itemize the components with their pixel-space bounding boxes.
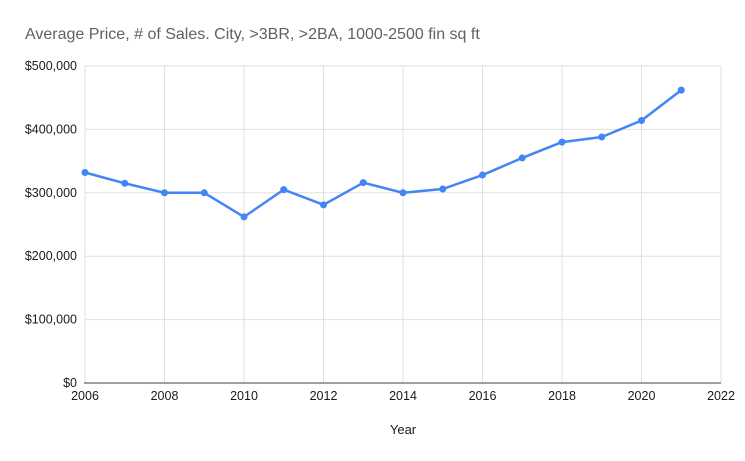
data-point-2009[interactable] <box>200 189 208 197</box>
x-tick-label: 2006 <box>71 389 99 403</box>
x-tick-label: 2018 <box>548 389 576 403</box>
data-point-2021[interactable] <box>677 86 685 94</box>
x-axis-title: Year <box>389 422 417 437</box>
x-tick-label: 2020 <box>628 389 656 403</box>
data-point-2015[interactable] <box>439 185 447 193</box>
data-point-2019[interactable] <box>598 133 606 141</box>
x-tick-label: 2008 <box>151 389 179 403</box>
data-point-2020[interactable] <box>638 117 645 125</box>
data-point-2013[interactable] <box>359 179 367 187</box>
data-point-2017[interactable] <box>518 154 526 162</box>
y-tick-label: $100,000 <box>25 313 77 327</box>
y-tick-label: $300,000 <box>25 186 77 200</box>
data-point-2016[interactable] <box>479 171 486 179</box>
y-tick-label: $500,000 <box>25 59 77 73</box>
data-point-2006[interactable] <box>81 169 89 177</box>
price-series-line <box>83 88 683 219</box>
x-tick-label: 2012 <box>310 389 338 403</box>
data-point-2014[interactable] <box>399 189 407 197</box>
y-tick-label: $200,000 <box>25 249 77 263</box>
data-point-2010[interactable] <box>240 213 248 221</box>
x-tick-label: 2010 <box>230 389 258 403</box>
data-point-2012[interactable] <box>320 201 327 209</box>
y-tick-label: $400,000 <box>25 122 77 136</box>
x-tick-label: 2022 <box>707 389 735 403</box>
y-tick-label: $0 <box>63 376 77 390</box>
data-point-2008[interactable] <box>161 189 168 197</box>
data-point-2018[interactable] <box>558 138 566 146</box>
chart-title: Average Price, # of Sales. City, >3BR, >… <box>25 26 480 43</box>
data-point-2011[interactable] <box>280 186 288 194</box>
data-point-2007[interactable] <box>121 179 129 187</box>
x-tick-label: 2014 <box>389 389 417 403</box>
x-tick-label: 2016 <box>469 389 497 403</box>
